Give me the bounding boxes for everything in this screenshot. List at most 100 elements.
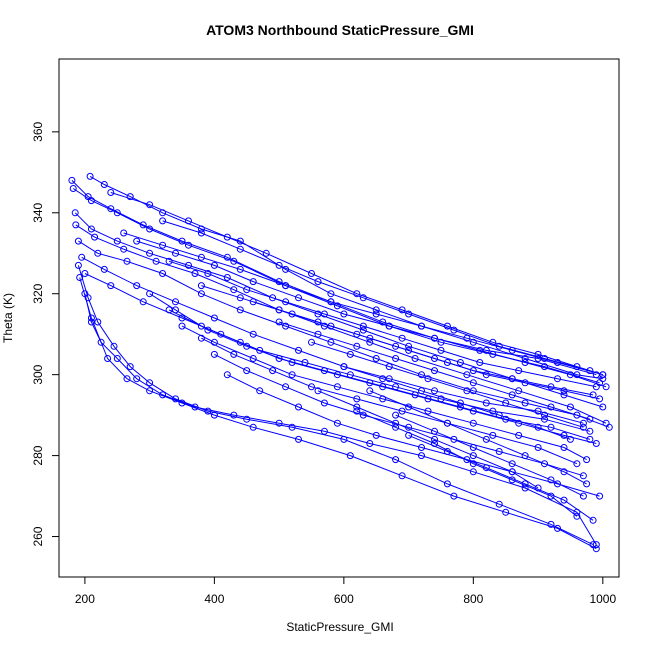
data-point: [282, 298, 290, 306]
data-point: [521, 355, 529, 362]
data-point: [197, 229, 205, 237]
data-point: [314, 318, 322, 326]
data-point: [443, 359, 451, 366]
data-point: [586, 367, 594, 375]
data-point: [243, 367, 251, 375]
data-point: [308, 383, 315, 391]
data-point: [230, 350, 238, 358]
x-axis: 200 400 600 800 1000: [75, 576, 616, 606]
data-point: [502, 415, 510, 423]
data-point: [320, 399, 328, 407]
data-point: [469, 444, 477, 451]
data-point: [495, 448, 503, 455]
data-point: [178, 322, 186, 330]
data-point: [295, 435, 302, 443]
data-point: [249, 423, 257, 431]
data-point: [463, 387, 471, 395]
data-point: [566, 435, 574, 443]
series-line: [369, 390, 587, 485]
data-point: [392, 456, 400, 464]
data-point: [424, 375, 432, 383]
data-point: [74, 237, 82, 245]
data-point: [333, 419, 341, 427]
data-point: [230, 257, 238, 265]
data-point: [541, 415, 548, 423]
data-point: [586, 435, 594, 443]
data-point: [275, 318, 283, 326]
series-10: [76, 274, 600, 553]
data-point: [431, 427, 438, 435]
data-point: [100, 265, 108, 273]
data-point: [418, 371, 425, 379]
data-point: [185, 261, 192, 269]
series-line: [78, 240, 610, 428]
data-point: [107, 282, 115, 290]
series-line: [181, 325, 587, 461]
series-4: [72, 221, 610, 427]
data-point: [579, 423, 587, 431]
data-point: [197, 290, 205, 298]
data-point: [599, 371, 607, 379]
data-point: [566, 403, 574, 411]
data-point: [602, 383, 610, 391]
data-point: [592, 440, 600, 447]
data-point: [534, 444, 542, 451]
data-point: [87, 225, 95, 233]
series-line: [311, 341, 584, 428]
data-point: [308, 270, 315, 277]
series-24: [366, 387, 591, 488]
data-point: [314, 278, 322, 286]
series-line: [201, 285, 594, 396]
data-point: [392, 419, 400, 427]
plot-frame: [58, 58, 620, 578]
data-point: [359, 326, 367, 334]
data-point: [269, 294, 277, 302]
data-point: [126, 193, 134, 201]
data-point: [508, 375, 516, 383]
data-point: [508, 460, 516, 468]
data-point: [126, 363, 134, 371]
data-point: [405, 342, 413, 350]
series-28: [314, 387, 542, 492]
data-layer: [68, 172, 613, 553]
data-point: [94, 249, 102, 257]
y-tick-label: 280: [31, 445, 45, 465]
data-point: [392, 342, 400, 350]
series-20: [107, 189, 607, 379]
data-point: [583, 456, 591, 464]
data-point: [469, 460, 477, 468]
data-point: [566, 371, 574, 379]
data-point: [113, 237, 121, 245]
data-point: [482, 399, 490, 407]
data-point: [372, 306, 380, 314]
series-line: [89, 175, 603, 380]
data-point: [489, 338, 497, 346]
data-point: [456, 403, 464, 411]
series-line: [74, 212, 603, 408]
data-point: [146, 290, 154, 298]
data-point: [599, 403, 607, 411]
data-point: [592, 541, 600, 549]
data-point: [502, 399, 510, 407]
data-point: [359, 294, 367, 302]
data-point: [288, 310, 296, 318]
data-point: [431, 435, 438, 443]
data-point: [159, 270, 167, 277]
data-point: [210, 338, 218, 346]
data-point: [547, 383, 555, 391]
series-line: [227, 374, 600, 497]
data-point: [185, 217, 192, 225]
y-axis: 260 280 300 320 340 360: [31, 122, 60, 547]
data-point: [398, 407, 406, 415]
data-point: [372, 355, 380, 362]
x-tick-label: 800: [463, 592, 483, 606]
series-5: [74, 237, 613, 431]
data-point: [210, 411, 218, 419]
data-point: [340, 310, 348, 318]
data-point: [586, 427, 594, 435]
data-point: [515, 367, 523, 375]
data-point: [113, 355, 121, 362]
data-point: [418, 452, 425, 460]
data-point: [560, 496, 568, 504]
data-point: [256, 346, 264, 354]
